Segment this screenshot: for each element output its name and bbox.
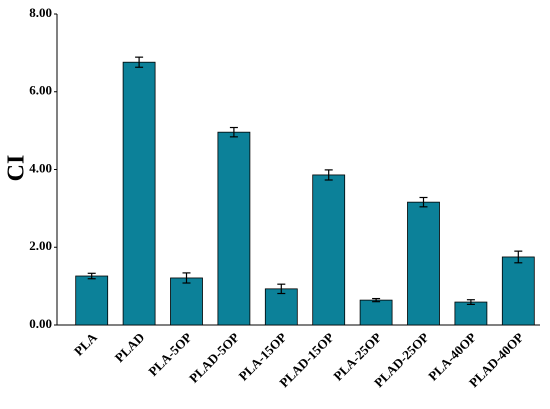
error-bar <box>324 169 333 181</box>
bar <box>359 299 393 326</box>
bar <box>501 256 535 326</box>
x-tick-label: PLA <box>71 329 100 358</box>
x-tick-label: PLAD-5OP <box>186 330 242 386</box>
y-axis-label: CI <box>4 155 30 182</box>
error-bar <box>466 299 475 305</box>
bar <box>264 288 298 326</box>
error-bar <box>135 56 144 68</box>
bar <box>454 301 488 326</box>
y-tick-label: 2.00 <box>29 238 52 253</box>
bar <box>75 275 109 326</box>
y-tick-label: 6.00 <box>29 83 52 98</box>
error-bar <box>229 126 238 138</box>
error-bar <box>87 272 96 280</box>
bar <box>407 201 440 326</box>
bar <box>217 131 251 326</box>
y-tick-label: 4.00 <box>29 160 52 175</box>
error-bar <box>372 297 381 303</box>
y-tick-label: 8.00 <box>29 5 52 20</box>
error-bar <box>419 196 428 208</box>
error-bar <box>182 272 191 284</box>
x-tick-label: PLA-5OP <box>145 330 194 379</box>
bar <box>170 277 203 326</box>
bar <box>122 61 156 326</box>
error-bar <box>277 283 286 295</box>
y-tick-label: 0.00 <box>29 316 52 331</box>
bar <box>312 174 346 326</box>
error-bar <box>514 250 523 264</box>
x-tick-label: PLAD <box>112 330 148 366</box>
